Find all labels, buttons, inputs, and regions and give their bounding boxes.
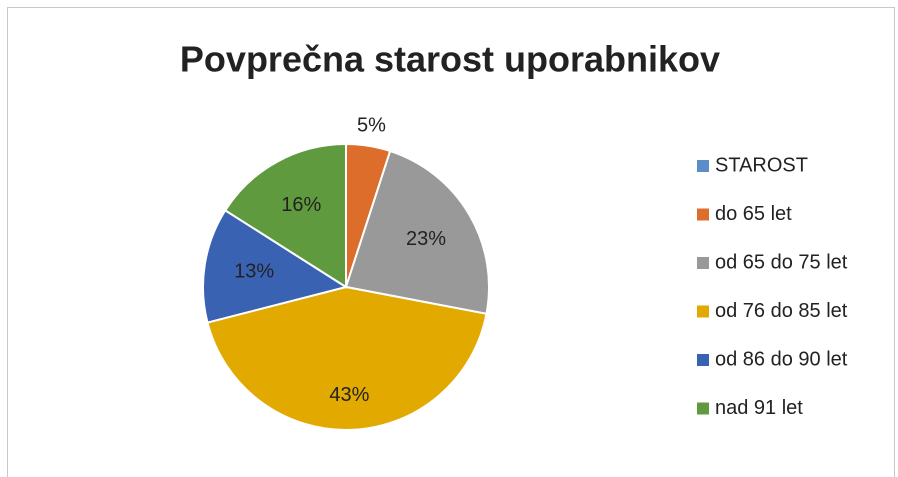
data-label: 16%: [281, 194, 321, 216]
legend-label: od 65 do 75 let: [715, 251, 848, 273]
legend-swatch: [697, 208, 709, 221]
data-label: 13%: [234, 261, 274, 283]
chart-title: Povprečna starost uporabnikov: [180, 39, 720, 80]
pie-slice: [206, 285, 488, 431]
pie-slice: [223, 142, 347, 289]
data-label: 5%: [357, 114, 386, 136]
legend-label: nad 91 let: [715, 397, 803, 419]
legend-swatch: [697, 257, 709, 269]
legend-label: od 76 do 85 let: [715, 300, 848, 322]
pie-slice: [344, 149, 490, 315]
legend-swatch: [697, 402, 709, 415]
legend-label: od 86 do 90 let: [715, 348, 848, 370]
legend-swatch: [697, 354, 709, 366]
data-label: 43%: [329, 384, 369, 406]
pie-slice: [202, 208, 349, 324]
legend-label: do 65 let: [715, 203, 792, 225]
legend-swatch: [697, 305, 709, 318]
data-label: 23%: [406, 228, 446, 250]
legend-swatch: [697, 160, 709, 172]
legend-label: STAROST: [715, 154, 808, 176]
